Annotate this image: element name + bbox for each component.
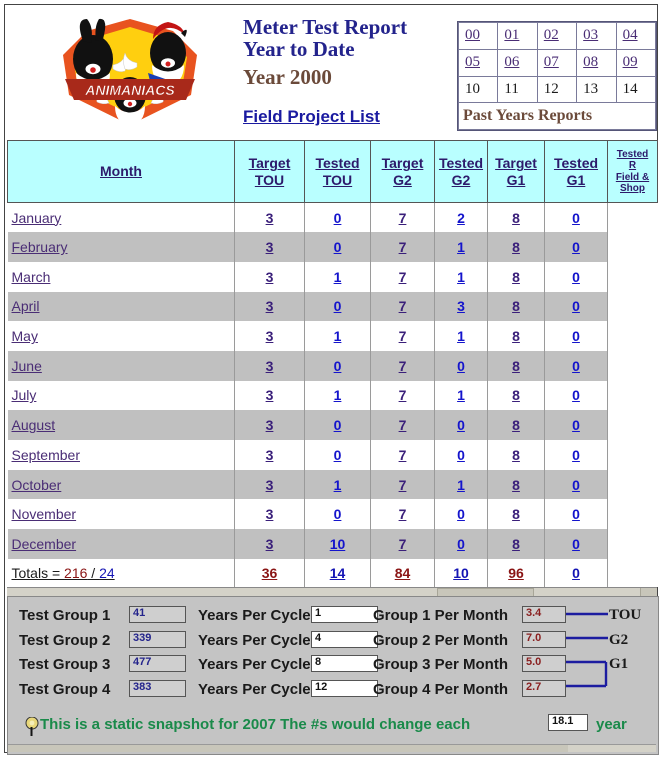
svg-text:ANIMANIACS: ANIMANIACS: [84, 82, 175, 98]
